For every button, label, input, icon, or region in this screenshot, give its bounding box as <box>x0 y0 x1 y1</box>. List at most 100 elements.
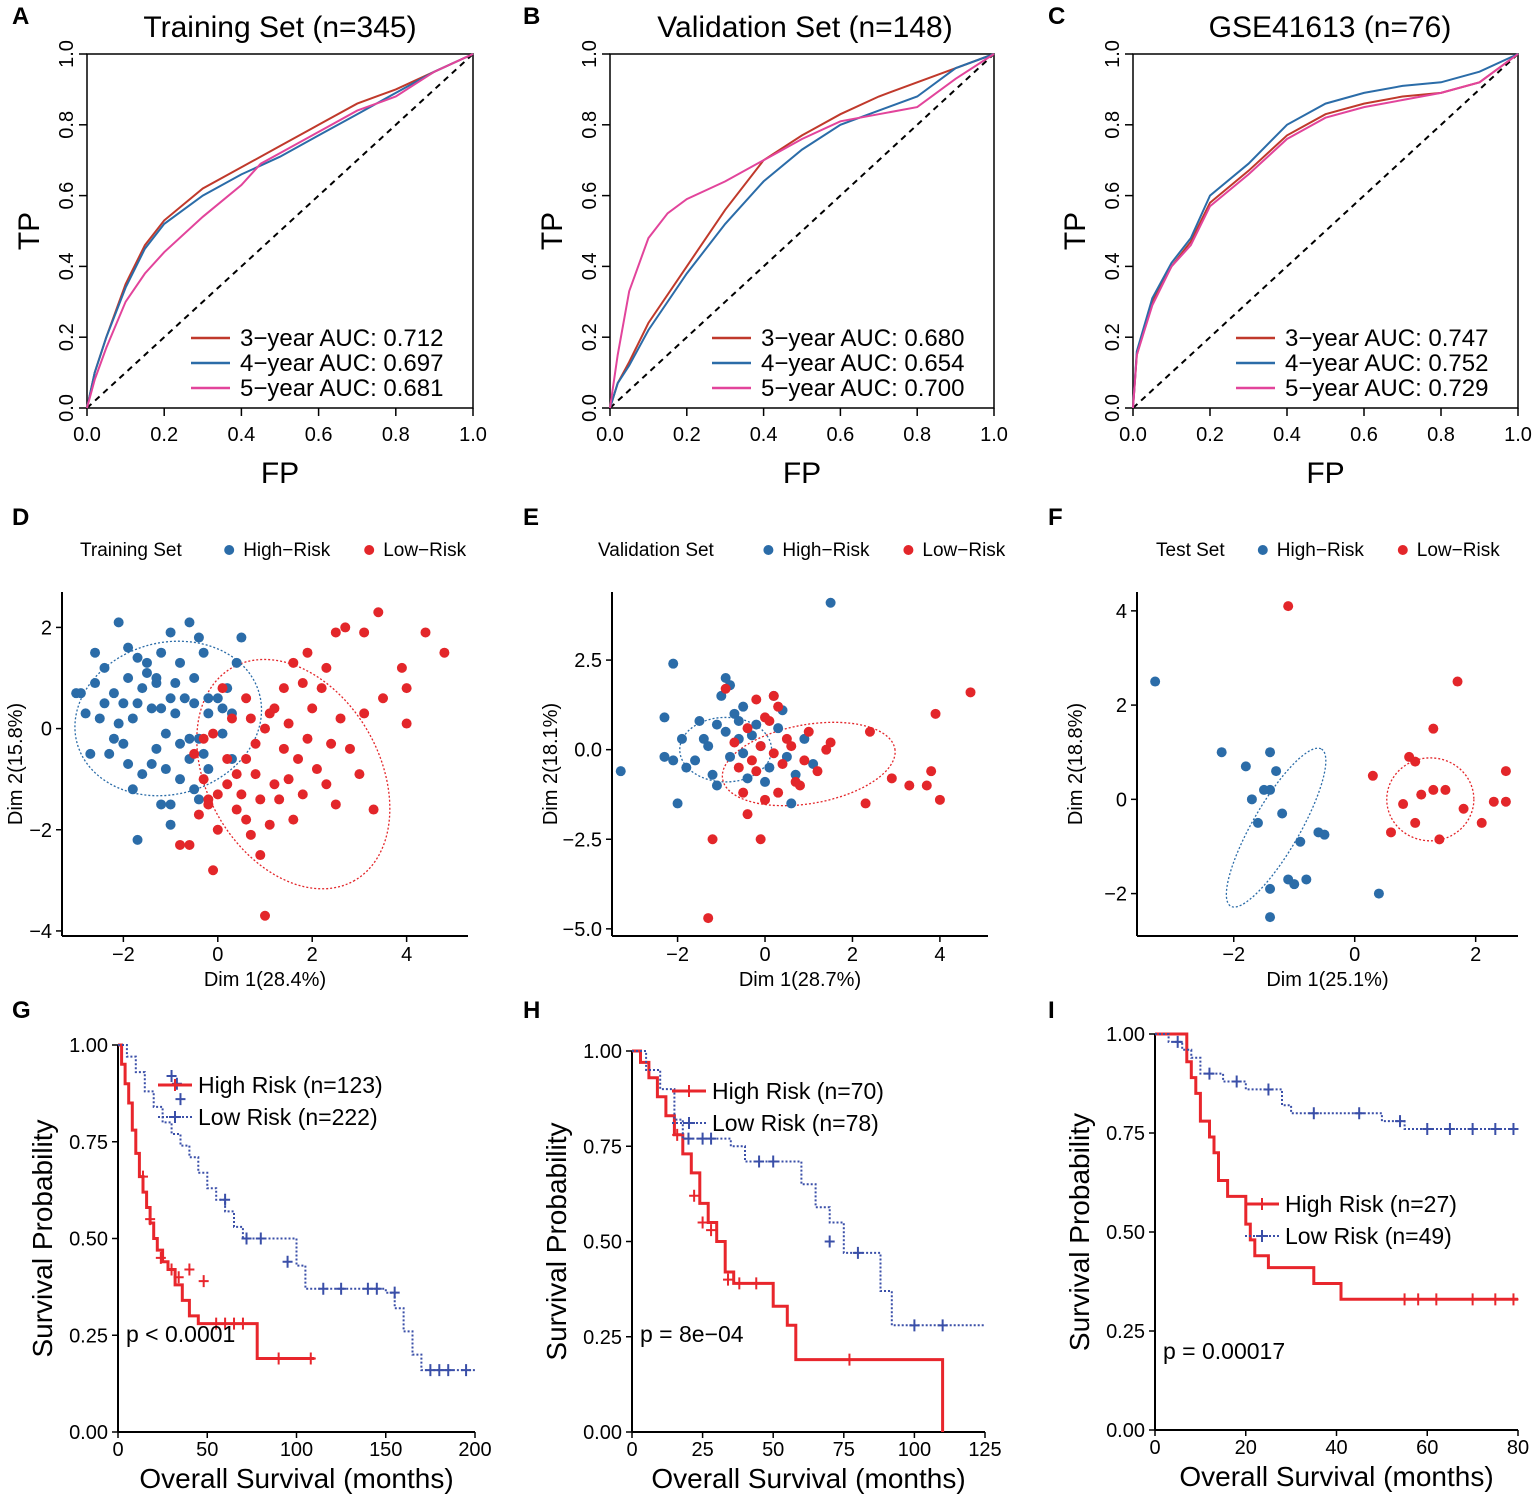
panel-letter: F <box>1048 504 1063 531</box>
x-tick-label: 0.4 <box>1273 424 1301 446</box>
legend-label: 4−year AUC: 0.654 <box>761 350 964 377</box>
censor-mark <box>425 1364 436 1377</box>
legend-label: Low Risk (n=222) <box>198 1104 378 1130</box>
censor-mark <box>137 1170 148 1183</box>
point-low-risk <box>222 779 233 790</box>
km-panel-G: G 0 50 100 150 200 0.00 0.25 0.50 0.75 1.00 Overall… <box>12 997 492 1494</box>
point-high-risk <box>132 652 143 663</box>
y-tick-label: −2 <box>29 820 52 842</box>
point-high-risk <box>212 693 223 704</box>
legend-key-high <box>224 545 235 555</box>
point-low-risk <box>1434 834 1445 845</box>
point-low-risk <box>293 753 304 764</box>
x-tick-label: 2 <box>1470 944 1481 966</box>
y-axis-title: Dim 2(15.8%) <box>5 703 27 825</box>
point-low-risk <box>378 693 389 704</box>
km-curve-high-risk <box>632 1049 945 1432</box>
legend-label: High Risk (n=123) <box>198 1072 383 1098</box>
point-high-risk <box>113 617 124 628</box>
y-tick-label: 0.50 <box>1106 1222 1145 1244</box>
point-low-risk <box>283 774 294 785</box>
x-tick-label: 25 <box>691 1439 713 1461</box>
censor-mark <box>282 1255 293 1268</box>
point-high-risk <box>203 708 214 719</box>
censor-mark <box>824 1235 835 1248</box>
x-tick-label: 0 <box>212 944 223 966</box>
plot-frame <box>609 53 995 409</box>
censor-mark <box>1231 1075 1242 1088</box>
point-high-risk <box>104 748 115 759</box>
x-tick-label: 0.2 <box>673 424 701 446</box>
point-high-risk <box>127 713 138 724</box>
point-low-risk <box>1458 803 1469 814</box>
point-high-risk <box>1265 747 1276 758</box>
point-low-risk <box>703 913 714 924</box>
x-tick-label: 0 <box>1349 944 1360 966</box>
point-low-risk <box>307 703 318 714</box>
censor-mark <box>1490 1293 1501 1306</box>
y-tick-label: 0.25 <box>69 1325 108 1347</box>
point-high-risk <box>123 642 134 653</box>
point-high-risk <box>236 632 247 643</box>
point-high-risk <box>231 657 242 668</box>
point-high-risk <box>127 784 138 795</box>
point-low-risk <box>1500 766 1511 777</box>
point-high-risk <box>113 718 124 729</box>
pca-panel-D: D Training Set High−Risk Low−Risk −2 0 2 4 −4 −2 0… <box>5 504 468 991</box>
point-low-risk <box>1452 676 1463 687</box>
legend-label: 5−year AUC: 0.681 <box>240 375 443 402</box>
point-low-risk <box>359 708 370 719</box>
point-low-risk <box>860 798 871 809</box>
x-tick-label: 150 <box>369 1439 402 1461</box>
legend-label: 4−year AUC: 0.697 <box>240 350 443 377</box>
point-low-risk <box>1428 723 1439 734</box>
y-tick-label: 0.0 <box>574 740 602 762</box>
y-axis-title: Dim 2(18.1%) <box>540 703 562 825</box>
point-high-risk <box>94 713 105 724</box>
point-high-risk <box>1301 874 1312 885</box>
point-high-risk <box>146 759 157 769</box>
chart-title: GSE41613 (n=76) <box>1209 11 1452 44</box>
censor-mark <box>1467 1123 1478 1136</box>
y-tick-label: 0.2 <box>1102 323 1124 351</box>
point-high-risk <box>729 708 740 719</box>
y-axis-title: Survival Probability <box>1064 1113 1095 1351</box>
point-high-risk <box>733 716 744 726</box>
point-low-risk <box>768 748 779 759</box>
y-axis-title: TP <box>536 212 569 250</box>
panel-letter: C <box>1048 3 1065 30</box>
p-value-label: p < 0.0001 <box>126 1321 235 1347</box>
y-tick-label: 0.6 <box>579 182 601 210</box>
point-high-risk <box>1295 836 1306 847</box>
censor-mark <box>237 1317 248 1330</box>
point-low-risk <box>751 694 762 705</box>
point-low-risk <box>198 774 209 785</box>
confidence-ellipse-high <box>74 640 263 797</box>
point-high-risk <box>118 738 129 749</box>
point-high-risk <box>751 719 762 730</box>
y-tick-label: 0.8 <box>56 111 78 139</box>
y-axis-title: Dim 2(18.8%) <box>1065 703 1087 825</box>
y-tick-label: 0.25 <box>1106 1321 1145 1343</box>
point-high-risk <box>146 703 157 714</box>
y-tick-label: 2.5 <box>574 650 602 672</box>
x-tick-label: 2 <box>307 944 318 966</box>
point-low-risk <box>707 834 718 845</box>
panel-letter: H <box>523 997 540 1024</box>
x-tick-label: 4 <box>934 944 945 966</box>
point-high-risk <box>781 751 792 762</box>
point-high-risk <box>132 698 143 709</box>
x-tick-label: 0.2 <box>150 424 178 446</box>
point-high-risk <box>1265 883 1276 894</box>
point-low-risk <box>330 799 341 810</box>
censor-mark <box>672 1128 683 1141</box>
y-tick-label: 1.0 <box>1102 40 1124 68</box>
legend-label: 3−year AUC: 0.680 <box>761 325 964 352</box>
legend-label-low: Low−Risk <box>383 540 466 561</box>
x-tick-label: 0.8 <box>1427 424 1455 446</box>
y-tick-label: 0.8 <box>1102 111 1124 139</box>
point-high-risk <box>217 703 228 714</box>
point-low-risk <box>288 657 299 668</box>
point-low-risk <box>245 713 256 724</box>
point-high-risk <box>151 678 162 689</box>
